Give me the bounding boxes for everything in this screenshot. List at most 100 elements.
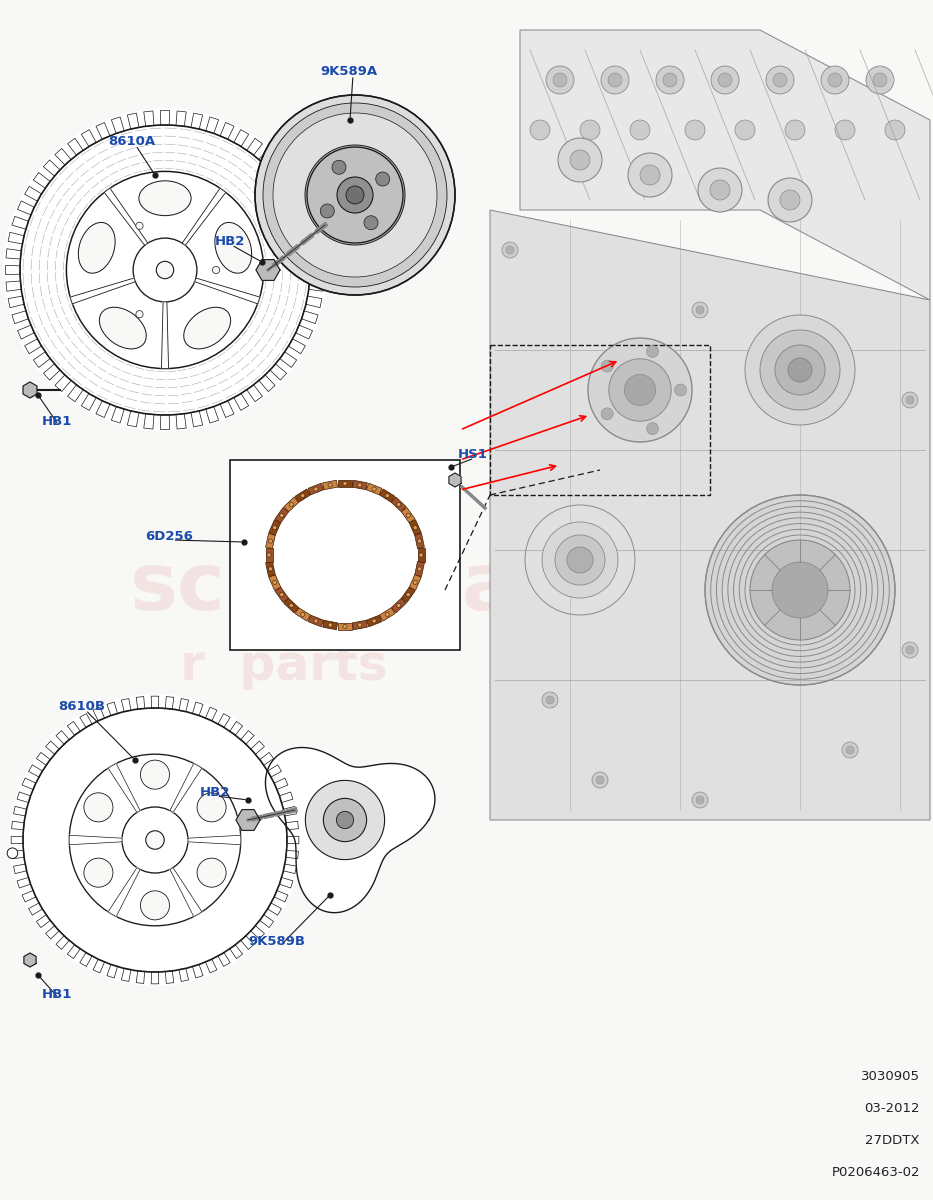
- Polygon shape: [29, 902, 42, 916]
- Polygon shape: [205, 707, 217, 721]
- Polygon shape: [195, 278, 259, 304]
- Circle shape: [773, 73, 787, 86]
- Polygon shape: [44, 160, 60, 176]
- Polygon shape: [46, 740, 60, 755]
- Circle shape: [760, 330, 840, 410]
- Polygon shape: [268, 902, 282, 916]
- Polygon shape: [220, 122, 234, 139]
- Polygon shape: [380, 607, 395, 622]
- Circle shape: [866, 66, 894, 94]
- Circle shape: [157, 262, 174, 278]
- Polygon shape: [18, 325, 35, 340]
- Text: HB2: HB2: [200, 786, 230, 799]
- Polygon shape: [67, 721, 80, 736]
- Polygon shape: [93, 707, 104, 721]
- Circle shape: [588, 338, 692, 442]
- Polygon shape: [338, 623, 352, 630]
- Polygon shape: [111, 407, 124, 424]
- Ellipse shape: [141, 890, 170, 920]
- Ellipse shape: [84, 793, 113, 822]
- Circle shape: [325, 164, 385, 226]
- Polygon shape: [241, 731, 254, 744]
- Circle shape: [328, 482, 332, 487]
- Polygon shape: [230, 721, 243, 736]
- Circle shape: [821, 66, 849, 94]
- Circle shape: [656, 66, 684, 94]
- Polygon shape: [192, 965, 203, 978]
- Polygon shape: [380, 488, 395, 503]
- Polygon shape: [274, 890, 288, 902]
- Polygon shape: [14, 864, 27, 874]
- Circle shape: [775, 346, 825, 395]
- Circle shape: [710, 180, 730, 200]
- Circle shape: [906, 646, 914, 654]
- Circle shape: [417, 566, 422, 571]
- Polygon shape: [36, 752, 50, 766]
- Circle shape: [9, 694, 300, 986]
- Polygon shape: [269, 520, 281, 535]
- Polygon shape: [247, 385, 262, 402]
- Circle shape: [772, 562, 828, 618]
- Circle shape: [300, 612, 305, 617]
- Polygon shape: [80, 953, 92, 966]
- Polygon shape: [165, 696, 174, 709]
- Polygon shape: [24, 186, 42, 202]
- Polygon shape: [230, 944, 243, 959]
- Text: r  parts: r parts: [180, 642, 387, 690]
- Polygon shape: [55, 149, 71, 166]
- Circle shape: [768, 178, 812, 222]
- Polygon shape: [67, 944, 80, 959]
- Polygon shape: [128, 410, 139, 427]
- Ellipse shape: [197, 793, 226, 822]
- Polygon shape: [6, 281, 21, 292]
- Polygon shape: [191, 113, 202, 130]
- Circle shape: [542, 692, 558, 708]
- Polygon shape: [218, 714, 230, 727]
- Polygon shape: [12, 216, 28, 229]
- Circle shape: [272, 526, 277, 529]
- Polygon shape: [391, 497, 406, 512]
- Polygon shape: [414, 562, 425, 576]
- Circle shape: [628, 152, 672, 197]
- Circle shape: [320, 204, 334, 218]
- Polygon shape: [160, 415, 170, 430]
- Polygon shape: [81, 130, 96, 146]
- Polygon shape: [323, 620, 338, 630]
- Circle shape: [592, 772, 608, 788]
- Polygon shape: [391, 598, 406, 613]
- Polygon shape: [206, 116, 218, 133]
- Polygon shape: [144, 110, 154, 126]
- Polygon shape: [70, 278, 135, 304]
- Polygon shape: [269, 575, 281, 590]
- Ellipse shape: [78, 222, 115, 274]
- Circle shape: [546, 696, 554, 704]
- Circle shape: [364, 216, 378, 229]
- Text: P0206463-02: P0206463-02: [831, 1166, 920, 1178]
- Polygon shape: [353, 620, 368, 630]
- Polygon shape: [353, 480, 368, 490]
- Circle shape: [289, 503, 293, 506]
- Circle shape: [300, 493, 305, 498]
- Polygon shape: [280, 352, 297, 367]
- Polygon shape: [270, 160, 286, 176]
- Polygon shape: [107, 965, 118, 978]
- Circle shape: [902, 392, 918, 408]
- Circle shape: [647, 422, 659, 434]
- Polygon shape: [136, 696, 145, 709]
- Circle shape: [372, 487, 376, 491]
- Polygon shape: [275, 587, 288, 602]
- Polygon shape: [121, 968, 131, 982]
- Polygon shape: [11, 836, 23, 844]
- Polygon shape: [14, 806, 27, 816]
- Polygon shape: [401, 508, 415, 523]
- Circle shape: [313, 152, 397, 236]
- Polygon shape: [367, 616, 382, 626]
- Circle shape: [69, 754, 241, 926]
- Text: HB1: HB1: [42, 415, 73, 428]
- Polygon shape: [414, 534, 425, 548]
- Circle shape: [711, 66, 739, 94]
- Circle shape: [385, 493, 389, 498]
- Circle shape: [530, 120, 550, 140]
- Ellipse shape: [99, 307, 146, 349]
- Polygon shape: [256, 259, 280, 281]
